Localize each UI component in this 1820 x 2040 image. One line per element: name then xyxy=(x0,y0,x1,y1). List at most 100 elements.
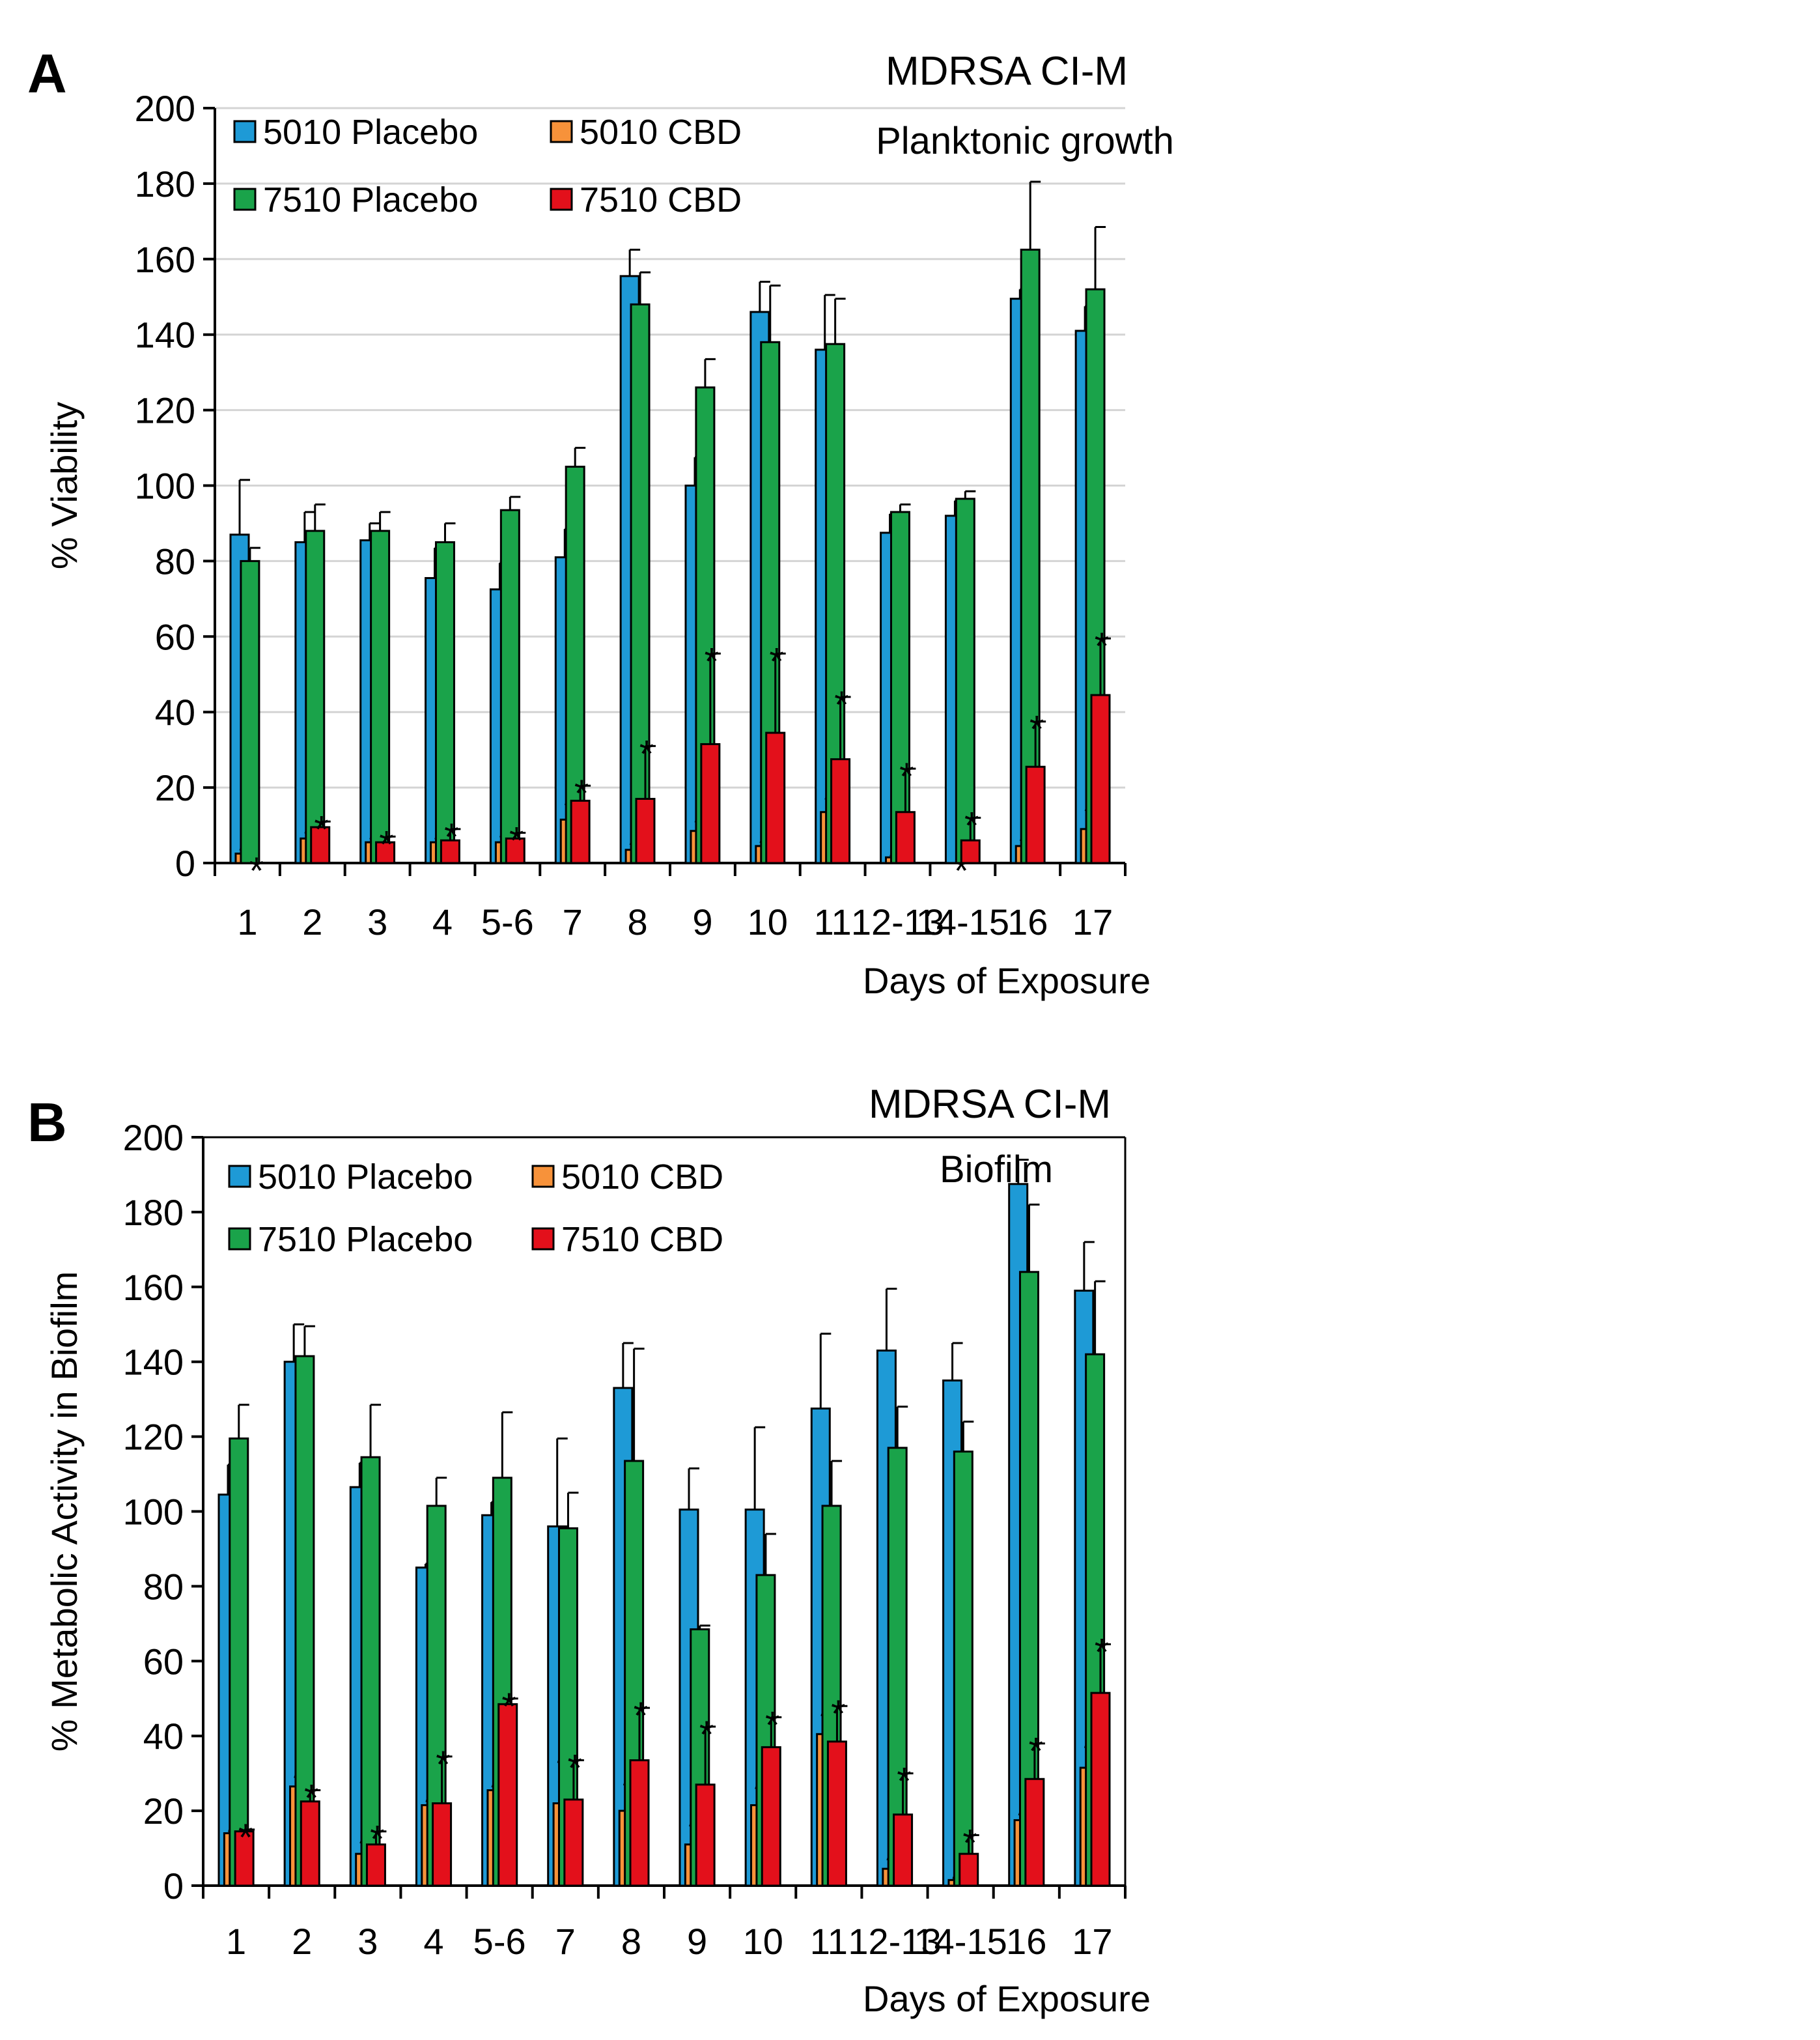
legend-label: 7510 Placebo xyxy=(258,1220,473,1259)
significance-star: * xyxy=(834,684,849,726)
x-tick-label: 9 xyxy=(687,1921,707,1962)
bar xyxy=(440,839,460,864)
y-axis-label: % Metabolic Activity in Biofilm xyxy=(44,1271,85,1752)
legend-swatch xyxy=(233,188,257,211)
legend-item: 5010 CBD xyxy=(550,113,742,152)
x-tick-label: 16 xyxy=(1007,901,1048,942)
bar xyxy=(635,797,656,864)
significance-star: * xyxy=(1029,709,1044,751)
x-tick-label: 1 xyxy=(237,901,257,942)
legend-item: 7510 Placebo xyxy=(228,1220,473,1259)
legend-item: 5010 Placebo xyxy=(228,1157,473,1197)
legend-item: 7510 Placebo xyxy=(233,180,478,220)
legend-label: 7510 Placebo xyxy=(263,180,478,220)
bar xyxy=(830,758,851,864)
y-tick-label: 200 xyxy=(123,1117,184,1158)
x-tick-label: 7 xyxy=(555,1921,576,1962)
bar xyxy=(497,1703,518,1887)
y-tick-label: 20 xyxy=(143,1791,184,1832)
significance-star: * xyxy=(238,1817,253,1859)
x-tick-label: 9 xyxy=(692,901,712,942)
legend-swatch xyxy=(550,188,573,211)
x-tick-label: 3 xyxy=(357,1921,378,1962)
bar xyxy=(240,560,260,864)
panel-label: B xyxy=(27,1092,67,1153)
y-tick-label: 100 xyxy=(123,1492,184,1533)
x-tick-label: 17 xyxy=(1072,901,1113,942)
x-tick-label: 11 xyxy=(814,901,852,942)
x-tick-label: 5-6 xyxy=(481,901,534,942)
significance-star: * xyxy=(899,756,914,798)
significance-star: * xyxy=(705,640,720,683)
significance-star: * xyxy=(1095,1631,1110,1673)
x-tick-label: 3 xyxy=(367,901,387,942)
y-tick-label: 40 xyxy=(155,692,195,733)
x-tick-label: 12-13 xyxy=(848,1921,941,1962)
significance-star: * xyxy=(436,1744,451,1786)
series-7510-cbd: * * * * * * * * * * * * * * xyxy=(249,625,1111,892)
legend-label: 5010 Placebo xyxy=(263,113,478,152)
bar xyxy=(360,1456,381,1887)
significance-star: * xyxy=(962,1822,977,1864)
bar xyxy=(1024,1778,1045,1887)
x-tick-label: 7 xyxy=(563,901,583,942)
y-tick-label: 200 xyxy=(135,88,195,129)
chart-subtitle: Planktonic growth xyxy=(876,120,1174,162)
y-tick-label: 60 xyxy=(143,1641,184,1682)
y-tick-label: 0 xyxy=(175,843,195,884)
bar xyxy=(629,1759,650,1887)
bar xyxy=(300,1800,320,1887)
significance-star: * xyxy=(1095,625,1110,668)
bar xyxy=(1025,765,1046,864)
y-tick-label: 0 xyxy=(163,1865,184,1906)
legend-swatch xyxy=(233,120,257,143)
x-tick-label: 10 xyxy=(748,901,788,942)
bar xyxy=(432,1802,453,1887)
bar xyxy=(700,743,721,864)
bar xyxy=(953,1451,973,1887)
series-7510-cbd: * * * * * * * * * * * * * * xyxy=(234,1631,1111,1887)
legend-label: 5010 CBD xyxy=(561,1157,723,1197)
x-tick-label: 12-13 xyxy=(851,901,944,942)
bar xyxy=(310,826,331,864)
y-tick-label: 40 xyxy=(143,1716,184,1757)
legend-label: 5010 CBD xyxy=(580,113,742,152)
x-tick-label: 1 xyxy=(226,1921,246,1962)
bar xyxy=(826,1740,847,1887)
bar xyxy=(499,509,520,864)
y-tick-label: 180 xyxy=(123,1192,184,1233)
chart-subtitle: Biofilm xyxy=(940,1148,1053,1191)
x-axis-label: Days of Exposure xyxy=(863,960,1151,1001)
significance-star: * xyxy=(831,1693,846,1735)
legend-swatch xyxy=(228,1227,251,1251)
x-tick-label: 4 xyxy=(423,1921,443,1962)
x-tick-label: 10 xyxy=(743,1921,783,1962)
bar xyxy=(889,511,910,864)
chart-title: MDRSA CI-M xyxy=(869,1082,1111,1127)
legend-label: 7510 CBD xyxy=(580,180,742,220)
y-tick-label: 100 xyxy=(135,466,195,507)
significance-star: * xyxy=(1029,1731,1044,1773)
x-tick-label: 5-6 xyxy=(473,1921,526,1962)
x-tick-label: 2 xyxy=(292,1921,312,1962)
bar xyxy=(1090,1692,1111,1887)
bar xyxy=(563,1798,584,1887)
panel-label: A xyxy=(27,43,67,104)
x-tick-label: 14-15 xyxy=(914,1921,1007,1962)
y-tick-label: 120 xyxy=(123,1417,184,1458)
legend-label: 7510 CBD xyxy=(561,1220,723,1259)
significance-star: * xyxy=(314,808,329,851)
significance-star: * xyxy=(379,823,394,866)
legend-item: 7510 CBD xyxy=(550,180,742,220)
significance-star: * xyxy=(444,816,459,858)
bar xyxy=(1090,694,1111,864)
legend: 5010 Placebo 5010 CBD 7510 Placebo 7510 CBD xyxy=(228,1157,723,1259)
significance-star: * xyxy=(501,1686,516,1728)
bar xyxy=(505,837,525,864)
x-tick-label: 11 xyxy=(810,1921,848,1962)
x-tick-label: 16 xyxy=(1006,1921,1046,1962)
significance-star: * xyxy=(509,820,524,862)
bar xyxy=(895,811,916,864)
